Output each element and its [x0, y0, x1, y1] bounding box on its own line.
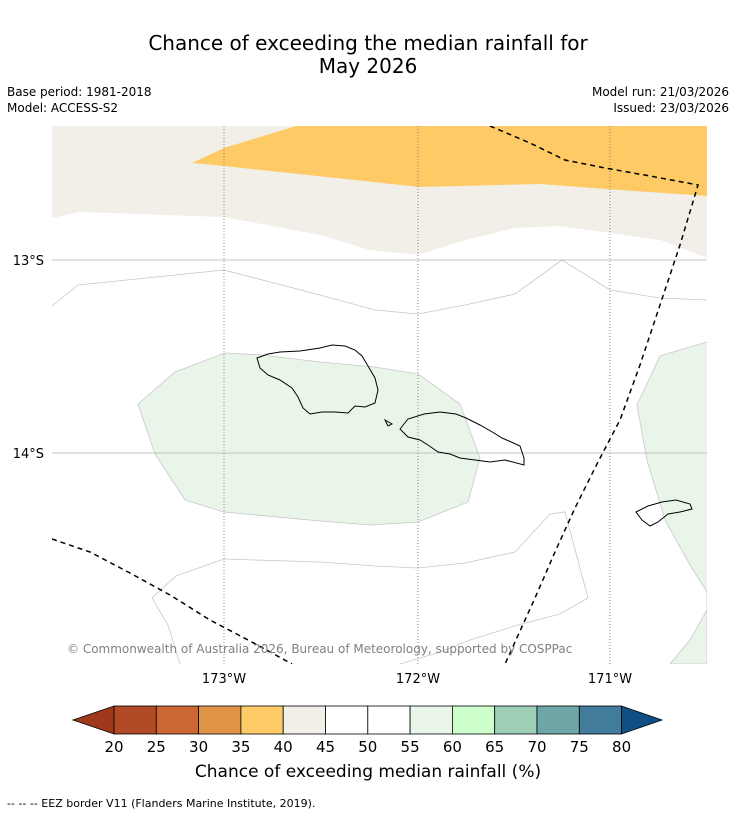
band-55-60-east: [636, 341, 707, 664]
colorbar-tick-label: 20: [104, 738, 123, 756]
savaii-island: [256, 344, 379, 415]
colorbar-segment: [282, 705, 326, 735]
model-text: Model: ACCESS-S2: [7, 101, 119, 115]
meta-left: Base period: 1981-2018 Model: ACCESS-S2: [7, 84, 152, 116]
colorbar-tick-label: 25: [147, 738, 166, 756]
lon-label-171w: 171°W: [588, 672, 632, 687]
eez-border-north: [489, 126, 699, 664]
colorbar-segment: [155, 705, 200, 735]
lat-label-14s: 14°S: [13, 447, 44, 462]
colorbar-tick-label: 50: [358, 738, 377, 756]
map-area: [52, 126, 707, 664]
colorbar-title: Chance of exceeding median rainfall (%): [194, 762, 542, 782]
copyright-text: © Commonwealth of Australia 2026, Bureau…: [67, 642, 573, 656]
eez-border-south: [52, 538, 293, 664]
colorbar-segment: [536, 705, 580, 735]
eez-footnote: -- -- -- EEZ border V11 (Flanders Marine…: [7, 797, 316, 810]
colorbar-tick-label: 45: [316, 738, 335, 756]
contour-50-north: [52, 259, 707, 315]
colorbar-segment: [409, 705, 453, 735]
colorbar-tick-label: 65: [485, 738, 504, 756]
colorbar-tick-label: 40: [274, 738, 293, 756]
colorbar-tick-label: 80: [612, 738, 631, 756]
base-period-text: Base period: 1981-2018: [7, 85, 152, 99]
band-55-60-center: [137, 352, 481, 526]
colorbar: 20 25 30 35 40 45 50 55 60 65 70 75 80: [71, 705, 664, 756]
band-35-40: [192, 126, 707, 196]
colorbar-tick-label: 70: [527, 738, 546, 756]
colorbar-segment: [494, 705, 538, 735]
colorbar-segment: [113, 705, 157, 735]
colorbar-extend-low: [71, 705, 115, 735]
colorbar-tick-label: 75: [570, 738, 589, 756]
colorbar-tick-label: 55: [401, 738, 420, 756]
colorbar-extend-high: [621, 705, 664, 735]
lon-label-173w: 173°W: [202, 672, 246, 687]
tutuila-island: [635, 499, 693, 527]
issued-text: Issued: 23/03/2026: [613, 101, 729, 115]
colorbar-segment: [367, 705, 411, 735]
chart-title-line2: May 2026: [318, 54, 418, 78]
colorbar-segment: [578, 705, 622, 735]
manono-islet: [383, 418, 394, 427]
colorbar-tick-label: 35: [231, 738, 250, 756]
meta-right: Model run: 21/03/2026 Issued: 23/03/2026: [592, 84, 729, 116]
colorbar-segment: [325, 705, 369, 735]
upolu-island: [399, 411, 525, 466]
lat-label-13s: 13°S: [13, 254, 44, 269]
colorbar-tick-label: 30: [189, 738, 208, 756]
contour-50-south: [151, 511, 589, 664]
colorbar-tick-label: 60: [443, 738, 462, 756]
colorbar-segment: [240, 705, 284, 735]
model-run-text: Model run: 21/03/2026: [591, 85, 729, 99]
lon-label-172w: 172°W: [396, 672, 440, 687]
chart-title-line1: Chance of exceeding the median rainfall …: [148, 31, 588, 55]
colorbar-segment: [198, 705, 242, 735]
colorbar-segment: [451, 705, 496, 735]
